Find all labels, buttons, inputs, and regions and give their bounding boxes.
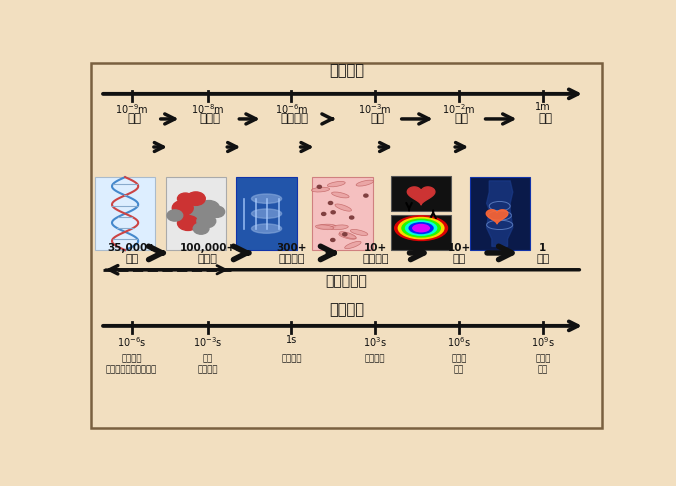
Ellipse shape [394,215,448,241]
Ellipse shape [251,224,282,233]
Text: 35,000+: 35,000+ [107,243,156,253]
Bar [166,177,226,250]
Text: 信号传导: 信号传导 [197,365,218,374]
Ellipse shape [339,233,356,239]
Ellipse shape [335,204,352,211]
Text: 10$^{-8}$m: 10$^{-8}$m [191,102,224,116]
Ellipse shape [350,229,368,236]
Ellipse shape [397,217,445,240]
Text: 300+: 300+ [276,243,307,253]
Ellipse shape [251,209,282,218]
Text: 器官: 器官 [455,112,468,125]
Circle shape [197,214,216,228]
Text: 基因: 基因 [125,254,139,263]
Polygon shape [408,187,435,205]
Bar [312,177,372,250]
Circle shape [317,185,322,188]
Text: 100,000+: 100,000+ [180,243,236,253]
Ellipse shape [331,192,349,198]
Bar [237,177,297,250]
Text: 组织: 组织 [371,112,385,125]
Text: 蛋白质: 蛋白质 [452,354,466,363]
Text: 空间跨度: 空间跨度 [329,63,364,78]
Text: 10$^{-6}$m: 10$^{-6}$m [274,102,308,116]
Circle shape [209,206,224,217]
Text: 生理人计划: 生理人计划 [326,274,367,288]
Ellipse shape [339,232,356,239]
Circle shape [329,202,333,205]
Text: 蛋白质: 蛋白质 [197,254,218,263]
Text: 10+: 10+ [448,243,470,253]
Text: 1m: 1m [535,102,551,112]
Bar [391,176,452,210]
Text: 10$^{-3}$s: 10$^{-3}$s [193,335,222,349]
Text: 躯干: 躯干 [539,112,552,125]
Text: 蛋白质: 蛋白质 [199,112,221,125]
Text: 时间跨度: 时间跨度 [329,302,364,317]
Text: 10$^{-9}$m: 10$^{-9}$m [115,102,149,116]
Text: 组织类型: 组织类型 [362,254,389,263]
Text: 10+: 10+ [364,243,387,253]
Ellipse shape [405,220,437,236]
Text: 基因: 基因 [127,112,141,125]
Polygon shape [486,210,508,224]
Circle shape [349,216,354,219]
Text: 细胞蔽动: 细胞蔽动 [281,354,301,363]
Circle shape [331,239,335,242]
Ellipse shape [330,225,348,230]
Text: 转换: 转换 [454,365,464,374]
Bar [470,177,530,250]
Circle shape [178,215,199,230]
Text: 1: 1 [539,243,546,253]
Ellipse shape [316,225,334,230]
Circle shape [187,192,206,206]
Text: 细胞类型: 细胞类型 [279,254,305,263]
Text: 细胞结构: 细胞结构 [280,112,308,125]
Text: 10$^{-6}$s: 10$^{-6}$s [117,335,147,349]
Ellipse shape [318,224,336,229]
Circle shape [183,204,209,223]
Ellipse shape [312,187,330,192]
Text: 10$^{3}$s: 10$^{3}$s [364,335,387,349]
Circle shape [322,212,326,215]
Text: 分子事件: 分子事件 [122,354,142,363]
Text: 10$^{-3}$m: 10$^{-3}$m [358,102,392,116]
Circle shape [331,211,335,214]
Bar [391,215,452,250]
Circle shape [178,193,193,204]
Text: （例如离子通道门控）: （例如离子通道门控） [106,365,158,374]
Ellipse shape [412,224,430,232]
Ellipse shape [327,181,345,187]
Text: 寿命: 寿命 [538,365,548,374]
Circle shape [193,223,209,234]
Circle shape [199,201,220,215]
Circle shape [172,201,193,215]
Ellipse shape [345,242,361,249]
Circle shape [343,233,347,236]
Text: 细胞: 细胞 [203,354,213,363]
Text: 10$^{6}$s: 10$^{6}$s [448,335,471,349]
Text: 1s: 1s [286,335,297,345]
Text: 人体: 人体 [536,254,550,263]
Circle shape [167,210,183,221]
Bar [95,177,155,250]
Circle shape [364,194,368,197]
Text: 10$^{-2}$m: 10$^{-2}$m [442,102,476,116]
Text: 人类的: 人类的 [535,354,550,363]
Polygon shape [487,181,513,246]
Text: 有丝分裂: 有丝分裂 [365,354,385,363]
Ellipse shape [356,180,374,186]
Text: 器官: 器官 [452,254,466,263]
Text: 10$^{9}$s: 10$^{9}$s [531,335,555,349]
Ellipse shape [408,222,434,234]
Ellipse shape [251,194,282,203]
Ellipse shape [402,219,441,238]
